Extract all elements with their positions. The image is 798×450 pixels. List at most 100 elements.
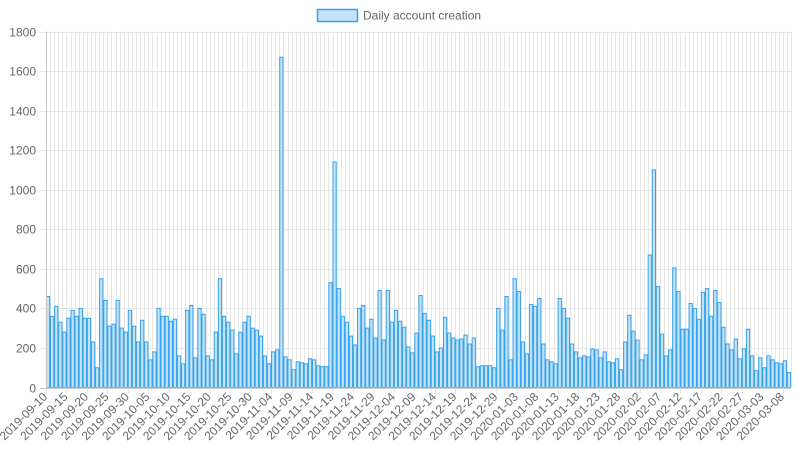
bar[interactable] <box>586 356 591 388</box>
bar[interactable] <box>357 307 362 389</box>
bar[interactable] <box>50 315 55 388</box>
bar[interactable] <box>385 290 390 388</box>
bar[interactable] <box>590 348 595 388</box>
bar[interactable] <box>459 338 464 389</box>
bar[interactable] <box>475 366 480 389</box>
bar[interactable] <box>418 295 423 388</box>
bar[interactable] <box>594 349 599 389</box>
bar[interactable] <box>74 315 79 388</box>
legend-label[interactable]: Daily account creation <box>363 9 481 23</box>
bar[interactable] <box>246 315 251 388</box>
bar[interactable] <box>193 357 198 388</box>
bar[interactable] <box>230 329 235 389</box>
bar[interactable] <box>770 359 775 388</box>
bar[interactable] <box>377 290 382 388</box>
bar[interactable] <box>537 298 542 388</box>
bar[interactable] <box>483 365 489 388</box>
bar[interactable] <box>90 341 96 389</box>
bar[interactable] <box>123 331 128 388</box>
bar[interactable] <box>741 348 747 388</box>
bar[interactable] <box>258 335 264 388</box>
bar[interactable] <box>442 316 448 389</box>
bar[interactable] <box>598 357 603 388</box>
bar[interactable] <box>148 359 153 388</box>
bar[interactable] <box>668 349 673 389</box>
bar[interactable] <box>266 363 272 388</box>
bar[interactable] <box>508 359 513 388</box>
bar[interactable] <box>745 328 751 389</box>
bar[interactable] <box>700 292 706 389</box>
bar[interactable] <box>275 349 280 389</box>
bar[interactable] <box>414 332 419 388</box>
bar[interactable] <box>140 319 145 389</box>
bar[interactable] <box>426 319 431 389</box>
bar[interactable] <box>696 318 702 388</box>
bar[interactable] <box>135 341 141 389</box>
bar[interactable] <box>279 56 284 389</box>
bar[interactable] <box>664 355 669 388</box>
bar[interactable] <box>680 328 685 389</box>
bar[interactable] <box>447 332 452 388</box>
bar[interactable] <box>557 298 562 388</box>
bar[interactable] <box>602 351 607 388</box>
bar[interactable] <box>307 358 313 389</box>
bar[interactable] <box>541 343 546 388</box>
bar[interactable] <box>676 291 681 388</box>
bar[interactable] <box>205 355 210 388</box>
bar[interactable] <box>115 299 120 389</box>
bar[interactable] <box>332 161 337 388</box>
bar[interactable] <box>606 361 611 389</box>
bar[interactable] <box>365 327 370 389</box>
bar[interactable] <box>496 307 501 389</box>
bar[interactable] <box>672 267 677 388</box>
bar[interactable] <box>578 357 583 388</box>
bar[interactable] <box>688 302 693 388</box>
bar[interactable] <box>430 335 435 388</box>
bar[interactable] <box>528 303 534 388</box>
bar[interactable] <box>623 341 628 389</box>
bar[interactable] <box>95 367 100 389</box>
bar[interactable] <box>725 343 730 388</box>
bar[interactable] <box>320 366 325 389</box>
bar[interactable] <box>156 307 161 389</box>
bar[interactable] <box>172 318 178 388</box>
bar[interactable] <box>99 278 104 388</box>
bar[interactable] <box>618 369 624 389</box>
bar[interactable] <box>778 363 783 388</box>
bar[interactable] <box>381 339 386 388</box>
bar[interactable] <box>729 349 734 389</box>
bar[interactable] <box>397 320 403 388</box>
bar[interactable] <box>168 320 173 388</box>
bar[interactable] <box>422 312 427 388</box>
bar[interactable] <box>516 291 521 388</box>
bar[interactable] <box>160 315 165 388</box>
bar[interactable] <box>62 331 67 388</box>
legend[interactable]: Daily account creation <box>316 9 482 23</box>
bar[interactable] <box>639 359 644 388</box>
bar[interactable] <box>369 318 374 388</box>
bar[interactable] <box>180 363 186 388</box>
bar[interactable] <box>512 278 517 388</box>
bar[interactable] <box>262 355 268 388</box>
bar[interactable] <box>217 278 223 388</box>
bar[interactable] <box>774 362 779 388</box>
bar[interactable] <box>144 341 149 389</box>
bar[interactable] <box>659 333 665 389</box>
bar[interactable] <box>684 328 689 389</box>
bar[interactable] <box>176 355 182 388</box>
bar[interactable] <box>111 323 116 388</box>
bar[interactable] <box>479 365 485 388</box>
bar[interactable] <box>569 343 575 388</box>
bar[interactable] <box>119 327 124 389</box>
bar[interactable] <box>410 352 415 389</box>
bar[interactable] <box>209 359 214 388</box>
bar[interactable] <box>500 329 505 389</box>
bar[interactable] <box>647 254 652 388</box>
bar[interactable] <box>717 301 722 388</box>
bar[interactable] <box>524 353 530 389</box>
bar[interactable] <box>434 351 440 388</box>
bar[interactable] <box>614 358 620 389</box>
bar[interactable] <box>131 325 137 389</box>
bar[interactable] <box>488 365 493 388</box>
bar[interactable] <box>291 369 296 389</box>
